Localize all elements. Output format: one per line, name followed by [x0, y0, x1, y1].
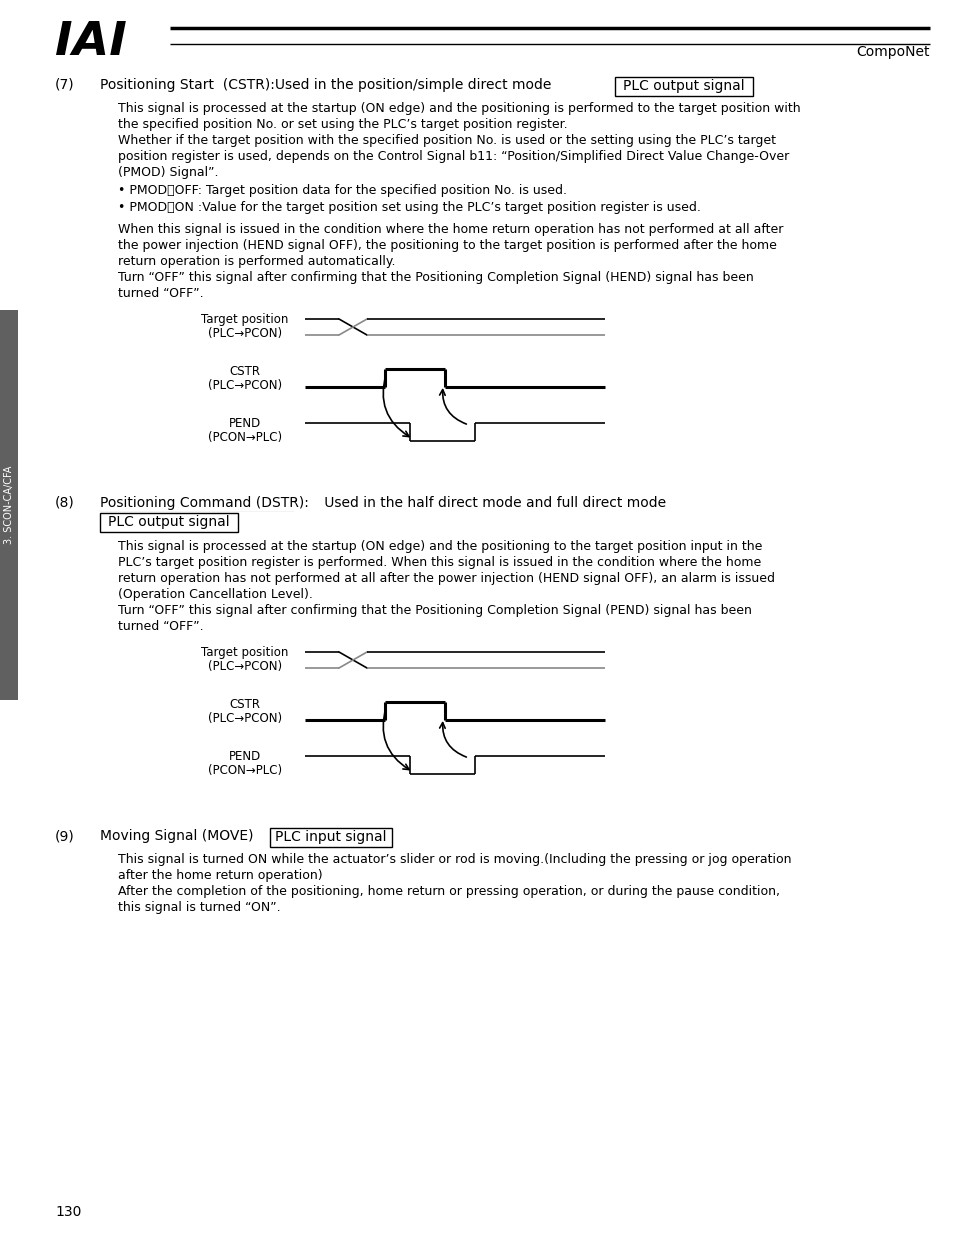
Text: PEND: PEND — [229, 417, 261, 430]
Text: 130: 130 — [55, 1205, 81, 1219]
Text: CSTR: CSTR — [230, 698, 260, 711]
Text: the power injection (HEND signal OFF), the positioning to the target position is: the power injection (HEND signal OFF), t… — [118, 240, 776, 252]
Text: Target position: Target position — [201, 312, 289, 326]
Text: (PCON→PLC): (PCON→PLC) — [208, 764, 282, 777]
Text: Positioning Start  (CSTR):Used in the position/simple direct mode: Positioning Start (CSTR):Used in the pos… — [100, 78, 551, 91]
Text: • PMOD＝ON :Value for the target position set using the PLC’s target position reg: • PMOD＝ON :Value for the target position… — [118, 201, 700, 214]
Text: PEND: PEND — [229, 750, 261, 763]
Text: Target position: Target position — [201, 646, 289, 659]
Bar — [0, 310, 18, 700]
Text: CSTR: CSTR — [230, 366, 260, 378]
Text: IAI: IAI — [55, 20, 127, 65]
Text: Whether if the target position with the specified position No. is used or the se: Whether if the target position with the … — [118, 135, 775, 147]
Text: When this signal is issued in the condition where the home return operation has : When this signal is issued in the condit… — [118, 224, 782, 236]
Text: (7): (7) — [55, 78, 74, 91]
Text: Positioning Command (DSTR):: Positioning Command (DSTR): — [100, 496, 309, 510]
Bar — [100, 513, 237, 532]
Text: (PMOD) Signal”.: (PMOD) Signal”. — [118, 165, 218, 179]
Text: return operation has not performed at all after the power injection (HEND signal: return operation has not performed at al… — [118, 572, 774, 585]
Text: (8): (8) — [55, 496, 74, 510]
Text: turned “OFF”.: turned “OFF”. — [118, 287, 203, 300]
Text: 3. SCON-CA/CFA: 3. SCON-CA/CFA — [4, 466, 14, 545]
Text: Moving Signal (MOVE): Moving Signal (MOVE) — [100, 829, 253, 844]
Text: the specified position No. or set using the PLC’s target position register.: the specified position No. or set using … — [118, 119, 567, 131]
Text: CompoNet: CompoNet — [856, 44, 929, 59]
Text: PLC output signal: PLC output signal — [622, 79, 744, 93]
Text: This signal is processed at the startup (ON edge) and the positioning to the tar: This signal is processed at the startup … — [118, 540, 761, 553]
Text: After the completion of the positioning, home return or pressing operation, or d: After the completion of the positioning,… — [118, 885, 780, 898]
Text: PLC input signal: PLC input signal — [275, 830, 386, 844]
Text: Turn “OFF” this signal after confirming that the Positioning Completion Signal (: Turn “OFF” this signal after confirming … — [118, 270, 753, 284]
Text: after the home return operation): after the home return operation) — [118, 869, 322, 882]
Text: (PCON→PLC): (PCON→PLC) — [208, 431, 282, 445]
Text: return operation is performed automatically.: return operation is performed automatica… — [118, 254, 395, 268]
Text: PLC output signal: PLC output signal — [108, 515, 230, 529]
Text: this signal is turned “ON”.: this signal is turned “ON”. — [118, 902, 280, 914]
Text: turned “OFF”.: turned “OFF”. — [118, 620, 203, 634]
Text: (9): (9) — [55, 829, 74, 844]
Text: (PLC→PCON): (PLC→PCON) — [208, 379, 282, 391]
Bar — [270, 827, 392, 847]
Text: Turn “OFF” this signal after confirming that the Positioning Completion Signal (: Turn “OFF” this signal after confirming … — [118, 604, 751, 618]
Text: • PMOD＝OFF: Target position data for the specified position No. is used.: • PMOD＝OFF: Target position data for the… — [118, 184, 566, 198]
Text: This signal is processed at the startup (ON edge) and the positioning is perform: This signal is processed at the startup … — [118, 103, 800, 115]
Text: position register is used, depends on the Control Signal b11: “Position/Simplifi: position register is used, depends on th… — [118, 149, 788, 163]
Text: PLC’s target position register is performed. When this signal is issued in the c: PLC’s target position register is perfor… — [118, 556, 760, 569]
Text: (PLC→PCON): (PLC→PCON) — [208, 659, 282, 673]
Text: Used in the half direct mode and full direct mode: Used in the half direct mode and full di… — [297, 496, 665, 510]
Bar — [615, 77, 752, 96]
Text: (PLC→PCON): (PLC→PCON) — [208, 327, 282, 340]
Text: (Operation Cancellation Level).: (Operation Cancellation Level). — [118, 588, 313, 601]
Text: (PLC→PCON): (PLC→PCON) — [208, 713, 282, 725]
Text: This signal is turned ON while the actuator’s slider or rod is moving.(Including: This signal is turned ON while the actua… — [118, 853, 791, 866]
